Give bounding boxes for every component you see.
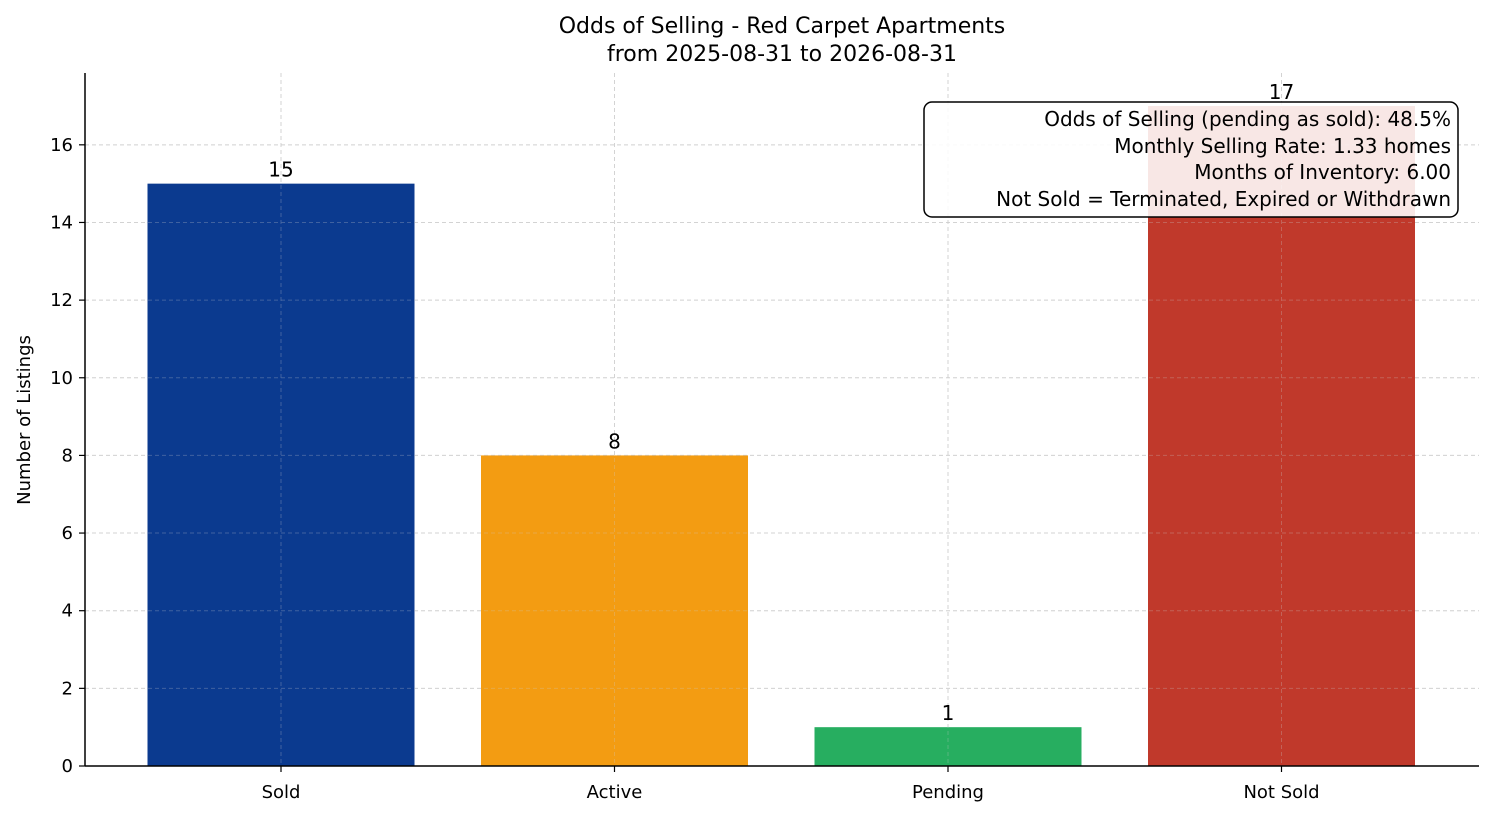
stats-box: Odds of Selling (pending as sold): 48.5%… [923,101,1459,218]
x-axis-ticks: Sold Active Pending Not Sold [262,766,1320,803]
y-tick-label: 4 [62,601,73,622]
data-label: 17 [1269,80,1294,104]
x-tick-label: Pending [912,782,984,803]
stats-months-of-inventory: Months of Inventory: 6.00 [1194,160,1451,184]
data-labels: 15 8 1 17 [268,80,1294,725]
stats-monthly-selling-rate: Monthly Selling Rate: 1.33 homes [1114,134,1451,158]
x-tick-label: Not Sold [1243,782,1319,803]
bar-pending [814,727,1082,766]
stats-not-sold-definition: Not Sold = Terminated, Expired or Withdr… [996,187,1451,211]
y-tick-label: 16 [50,135,73,156]
y-tick-label: 2 [62,678,73,699]
bar-sold [147,183,415,766]
y-axis-label: Number of Listings [14,335,35,505]
bar-active [481,455,748,766]
y-tick-label: 8 [62,445,73,466]
x-tick-label: Sold [262,782,301,803]
data-label: 8 [608,429,621,453]
stats-box-frame [923,101,1459,218]
y-tick-label: 6 [62,523,73,544]
data-label: 1 [942,701,955,725]
y-tick-label: 0 [62,756,73,777]
y-tick-label: 14 [50,212,73,233]
chart-subtitle: from 2025-08-31 to 2026-08-31 [607,42,957,67]
y-tick-label: 10 [50,368,73,389]
data-label: 15 [268,158,293,182]
y-axis-ticks: 0 2 4 6 8 10 12 14 16 [50,135,85,777]
x-tick-label: Active [587,782,643,803]
chart-title: Odds of Selling - Red Carpet Apartments [559,14,1006,39]
stats-odds-of-selling: Odds of Selling (pending as sold): 48.5% [1044,107,1451,131]
y-tick-label: 12 [50,290,73,311]
